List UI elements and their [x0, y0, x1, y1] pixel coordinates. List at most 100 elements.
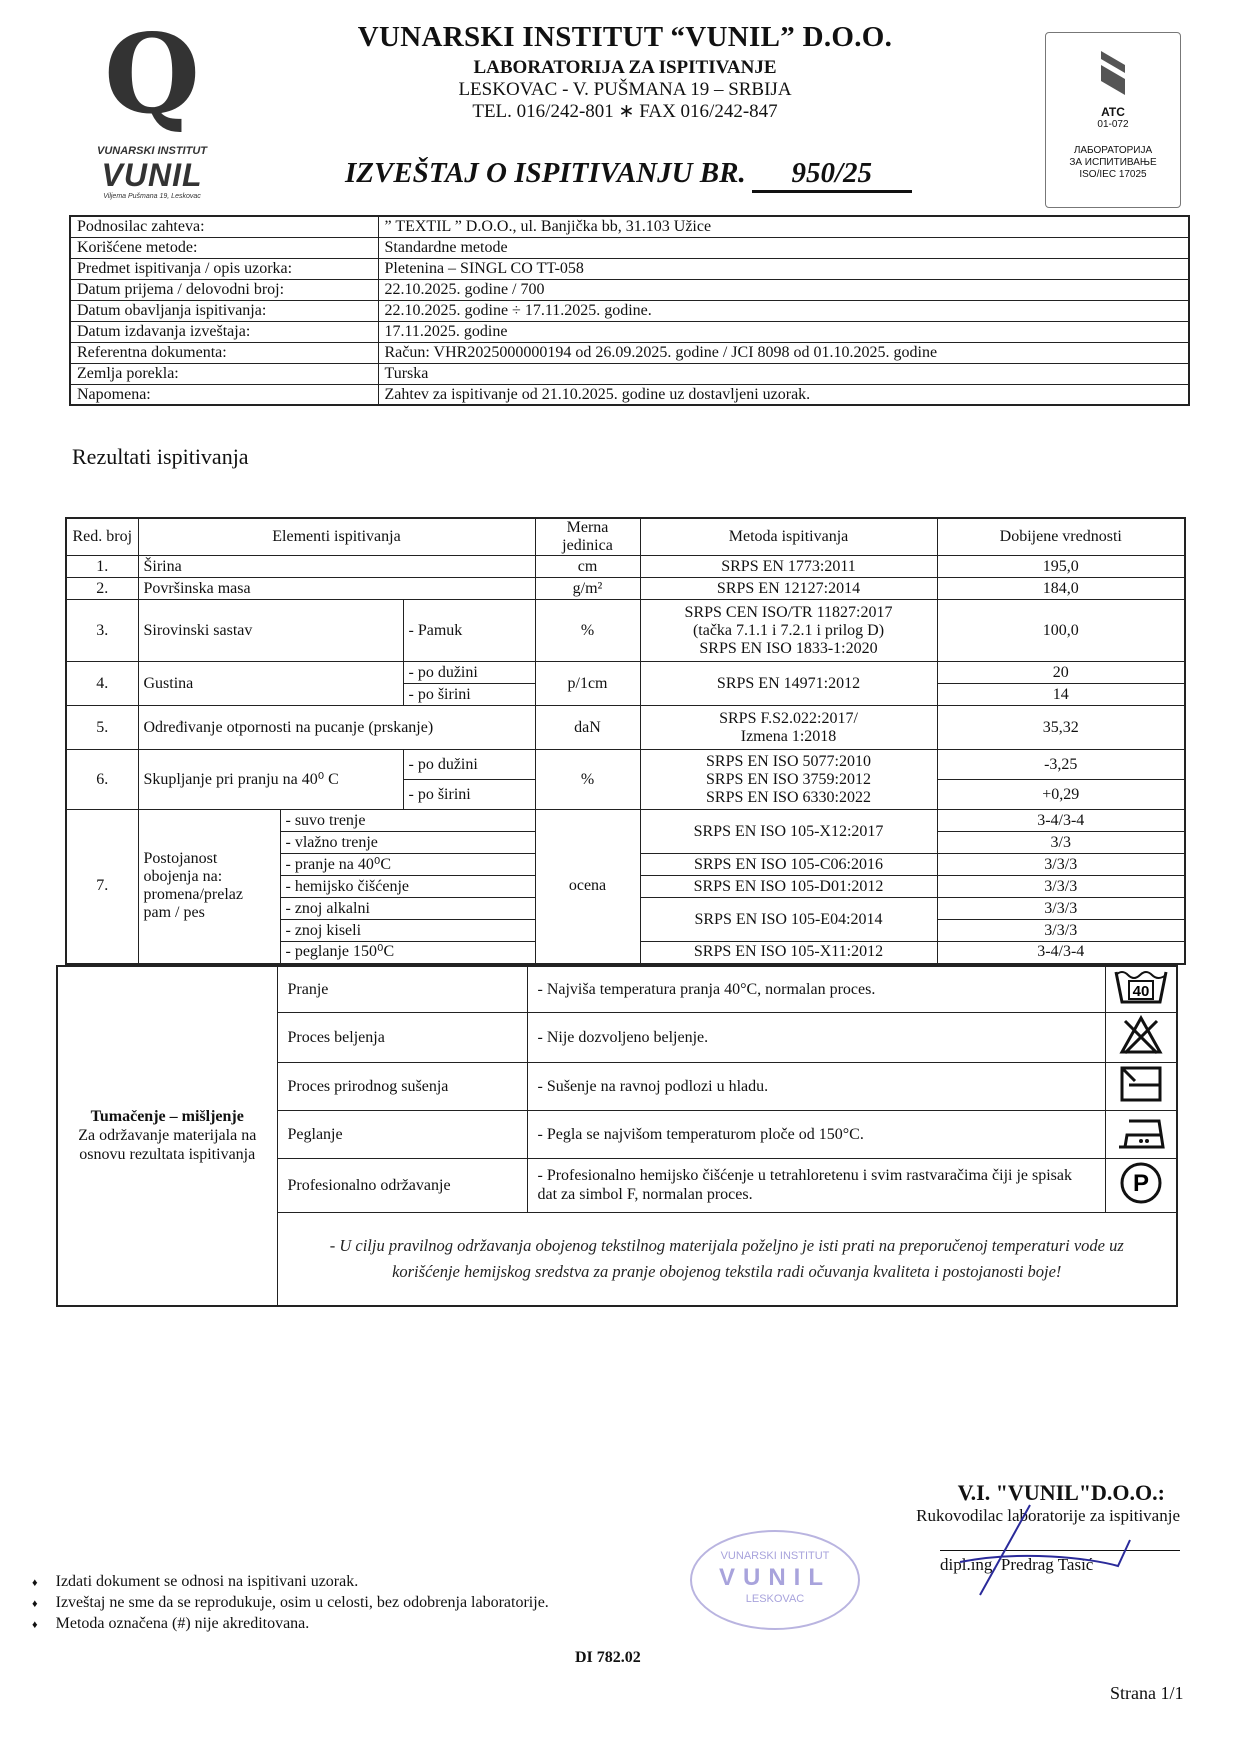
lab-address: LESKOVAC - V. PUŠMANA 19 – SRBIJA — [458, 79, 792, 100]
row-element: Širina — [137, 555, 536, 578]
row-value: -3,25 — [936, 749, 1186, 780]
logo-q: Q — [104, 9, 200, 138]
row-method: SRPS EN ISO 5077:2010 SRPS EN ISO 3759:20… — [639, 749, 938, 810]
row-value: 3/3/3 — [936, 853, 1186, 876]
method-line: SRPS CEN ISO/TR 11827:2017 — [684, 603, 893, 621]
stamp-ring-text: VUNARSKI INSTITUT — [720, 1550, 830, 1562]
results-table: Red. broj Elementi ispitivanja Merna jed… — [65, 517, 1186, 965]
row-method: SRPS CEN ISO/TR 11827:2017 (tačka 7.1.1 i… — [639, 599, 938, 662]
care-label: Pranje — [276, 965, 528, 1013]
row-sub: - hemijsko čišćenje — [279, 875, 536, 898]
care-heading: Tumačenje – mišljenje — [90, 1108, 244, 1125]
care-row: Profesionalno održavanje - Profesionalno … — [57, 1157, 1178, 1213]
row-value: 20 — [936, 661, 1186, 684]
info-label: Zemlja porekla: — [69, 362, 379, 385]
signature-line — [940, 1550, 1180, 1551]
row-element: Površinska masa — [137, 577, 536, 600]
svg-text:P: P — [1133, 1170, 1149, 1197]
row-sub: - po dužini — [402, 661, 536, 684]
info-row: Napomena: Zahtev za ispitivanje od 21.10.… — [69, 383, 1190, 406]
report-label: IZVEŠTAJ O ISPITIVANJU BR. — [345, 157, 746, 189]
care-row: Peglanje - Pegla se najvišom temperaturom… — [57, 1109, 1178, 1159]
row-value: 3/3/3 — [936, 919, 1186, 942]
col-header-element: Elementi ispitivanja — [137, 517, 536, 556]
info-row: Referentna dokumenta: Račun: VHR202500000… — [69, 341, 1190, 364]
row-sub: - peglanje 150⁰C — [279, 941, 536, 964]
row-value: 3/3/3 — [936, 897, 1186, 920]
row-method: SRPS EN 14971:2012 — [639, 661, 938, 706]
logo-brand: VUNIL — [101, 157, 203, 193]
dry-flat-shade-icon — [1104, 1061, 1178, 1111]
info-value: Zahtev za ispitivanje od 21.10.2025. god… — [377, 383, 1190, 406]
method-line: SRPS EN ISO 3759:2012 — [706, 770, 871, 788]
atc-code: 01-072 — [1097, 119, 1129, 130]
care-text: - Pegla se najvišom temperaturom ploče o… — [526, 1109, 1106, 1159]
row-element: Skupljanje pri pranju na 40⁰ C — [137, 749, 404, 810]
institute-title: VUNARSKI INSTITUT “VUNIL” D.O.O. — [357, 21, 893, 53]
method-line: Izmena 1:2018 — [740, 727, 837, 745]
row-unit: % — [534, 599, 641, 662]
table-row: - vlažno trenje 3/3 — [66, 831, 1186, 854]
row-value: 14 — [936, 683, 1186, 706]
table-row: - hemijsko čišćenje SRPS EN ISO 105-D01:2… — [66, 875, 1186, 898]
results-title: Rezultati ispitivanja — [72, 444, 249, 469]
col-header-no: Red. broj — [65, 517, 139, 556]
row-sub: - Pamuk — [402, 599, 536, 662]
care-label: Proces prirodnog sušenja — [276, 1061, 528, 1111]
col-header-method: Metoda ispitivanja — [639, 517, 938, 556]
info-label: Predmet ispitivanja / opis uzorka: — [69, 257, 379, 280]
lab-stamp: VUNARSKI INSTITUT VUNIL LESKOVAC — [690, 1530, 860, 1630]
atc-logo-icon — [1101, 51, 1125, 95]
row-method: SRPS EN ISO 105-X11:2012 — [639, 941, 938, 964]
care-text: - Najviša temperatura pranja 40°C, norma… — [526, 965, 1106, 1013]
row-no: 1. — [65, 555, 139, 578]
info-label: Referentna dokumenta: — [69, 341, 379, 364]
info-label: Datum obavljanja ispitivanja: — [69, 299, 379, 322]
atc-line2: ЗА ИСПИТИВАЊЕ — [1069, 157, 1157, 168]
info-label: Datum izdavanja izveštaja: — [69, 320, 379, 343]
info-value: Račun: VHR2025000000194 od 26.09.2025. g… — [377, 341, 1190, 364]
table-row: 2. Površinska masa g/m² SRPS EN 12127:20… — [65, 577, 1186, 600]
info-row: Datum prijema / delovodni broj: 22.10.202… — [69, 278, 1190, 301]
document-code: DI 782.02 — [575, 1649, 641, 1666]
info-label: Korišćene metode: — [69, 236, 379, 259]
row-no: 3. — [65, 599, 139, 662]
table-row: 1. Širina cm SRPS EN 1773:2011 195,0 — [65, 555, 1186, 578]
vunil-logo: Q VUNARSKI INSTITUT VUNIL Viljema Pušman… — [82, 4, 222, 201]
care-label: Profesionalno održavanje — [276, 1157, 528, 1213]
info-row: Predmet ispitivanja / opis uzorka: Pleten… — [69, 257, 1190, 280]
care-row: Tumačenje – mišljenje Za održavanje mater… — [56, 965, 1178, 1306]
info-value: 22.10.2025. godine ÷ 17.11.2025. godine. — [377, 299, 1190, 322]
row-sub: - suvo trenje — [279, 809, 536, 832]
info-label: Podnosilac zahteva: — [69, 215, 379, 238]
letterhead: VUNARSKI INSTITUT “VUNIL” D.O.O. LABORAT… — [265, 20, 985, 123]
row-value: 3-4/3-4 — [936, 809, 1186, 832]
row-method: SRPS EN ISO 105-D01:2012 — [639, 875, 938, 898]
table-row: - znoj kiseli 3/3/3 — [66, 919, 1186, 942]
row-sub: - znoj alkalni — [279, 897, 536, 920]
signature-company: V.I. "VUNIL"D.O.O.: — [957, 1480, 1165, 1505]
table-row: 4. Gustina - po dužini p/1cm SRPS EN 149… — [65, 661, 1186, 706]
lab-name: LABORATORIJA ZA ISPITIVANJE — [473, 57, 777, 78]
row-value: 3/3/3 — [936, 875, 1186, 898]
care-interpretation-cell: Tumačenje – mišljenje Za održavanje mater… — [56, 965, 278, 1306]
info-row: Korišćene metode: Standardne metode — [69, 236, 1190, 259]
method-line: SRPS EN ISO 5077:2010 — [706, 752, 871, 770]
iron-two-dots-icon — [1104, 1109, 1178, 1159]
info-label: Napomena: — [69, 383, 379, 406]
info-label: Datum prijema / delovodni broj: — [69, 278, 379, 301]
row-sub: - pranje na 40⁰C — [279, 853, 536, 876]
table-row: 6. Skupljanje pri pranju na 40⁰ C - po d… — [65, 749, 1186, 810]
accreditation-badge: ATC 01-072 ЛАБОРАТОРИЈА ЗА ИСПИТИВАЊЕ IS… — [1045, 32, 1181, 208]
row-value: 100,0 — [936, 599, 1186, 662]
care-note: - U cilju pravilnog održavanja obojenog … — [276, 1211, 1178, 1306]
results-and-care: Red. broj Elementi ispitivanja Merna jed… — [56, 517, 1186, 1307]
method-line: SRPS EN ISO 1833-1:2020 — [699, 639, 878, 657]
method-line: SRPS F.S2.022:2017/ — [719, 709, 858, 727]
row-sub: - znoj kiseli — [279, 919, 536, 942]
row-method: SRPS F.S2.022:2017/Izmena 1:2018 — [639, 705, 938, 750]
care-label: Proces beljenja — [276, 1011, 528, 1063]
row-sub: - po dužini — [402, 749, 536, 780]
row-value: 35,32 — [936, 705, 1186, 750]
table-header-row: Red. broj Elementi ispitivanja Merna jed… — [65, 517, 1186, 556]
